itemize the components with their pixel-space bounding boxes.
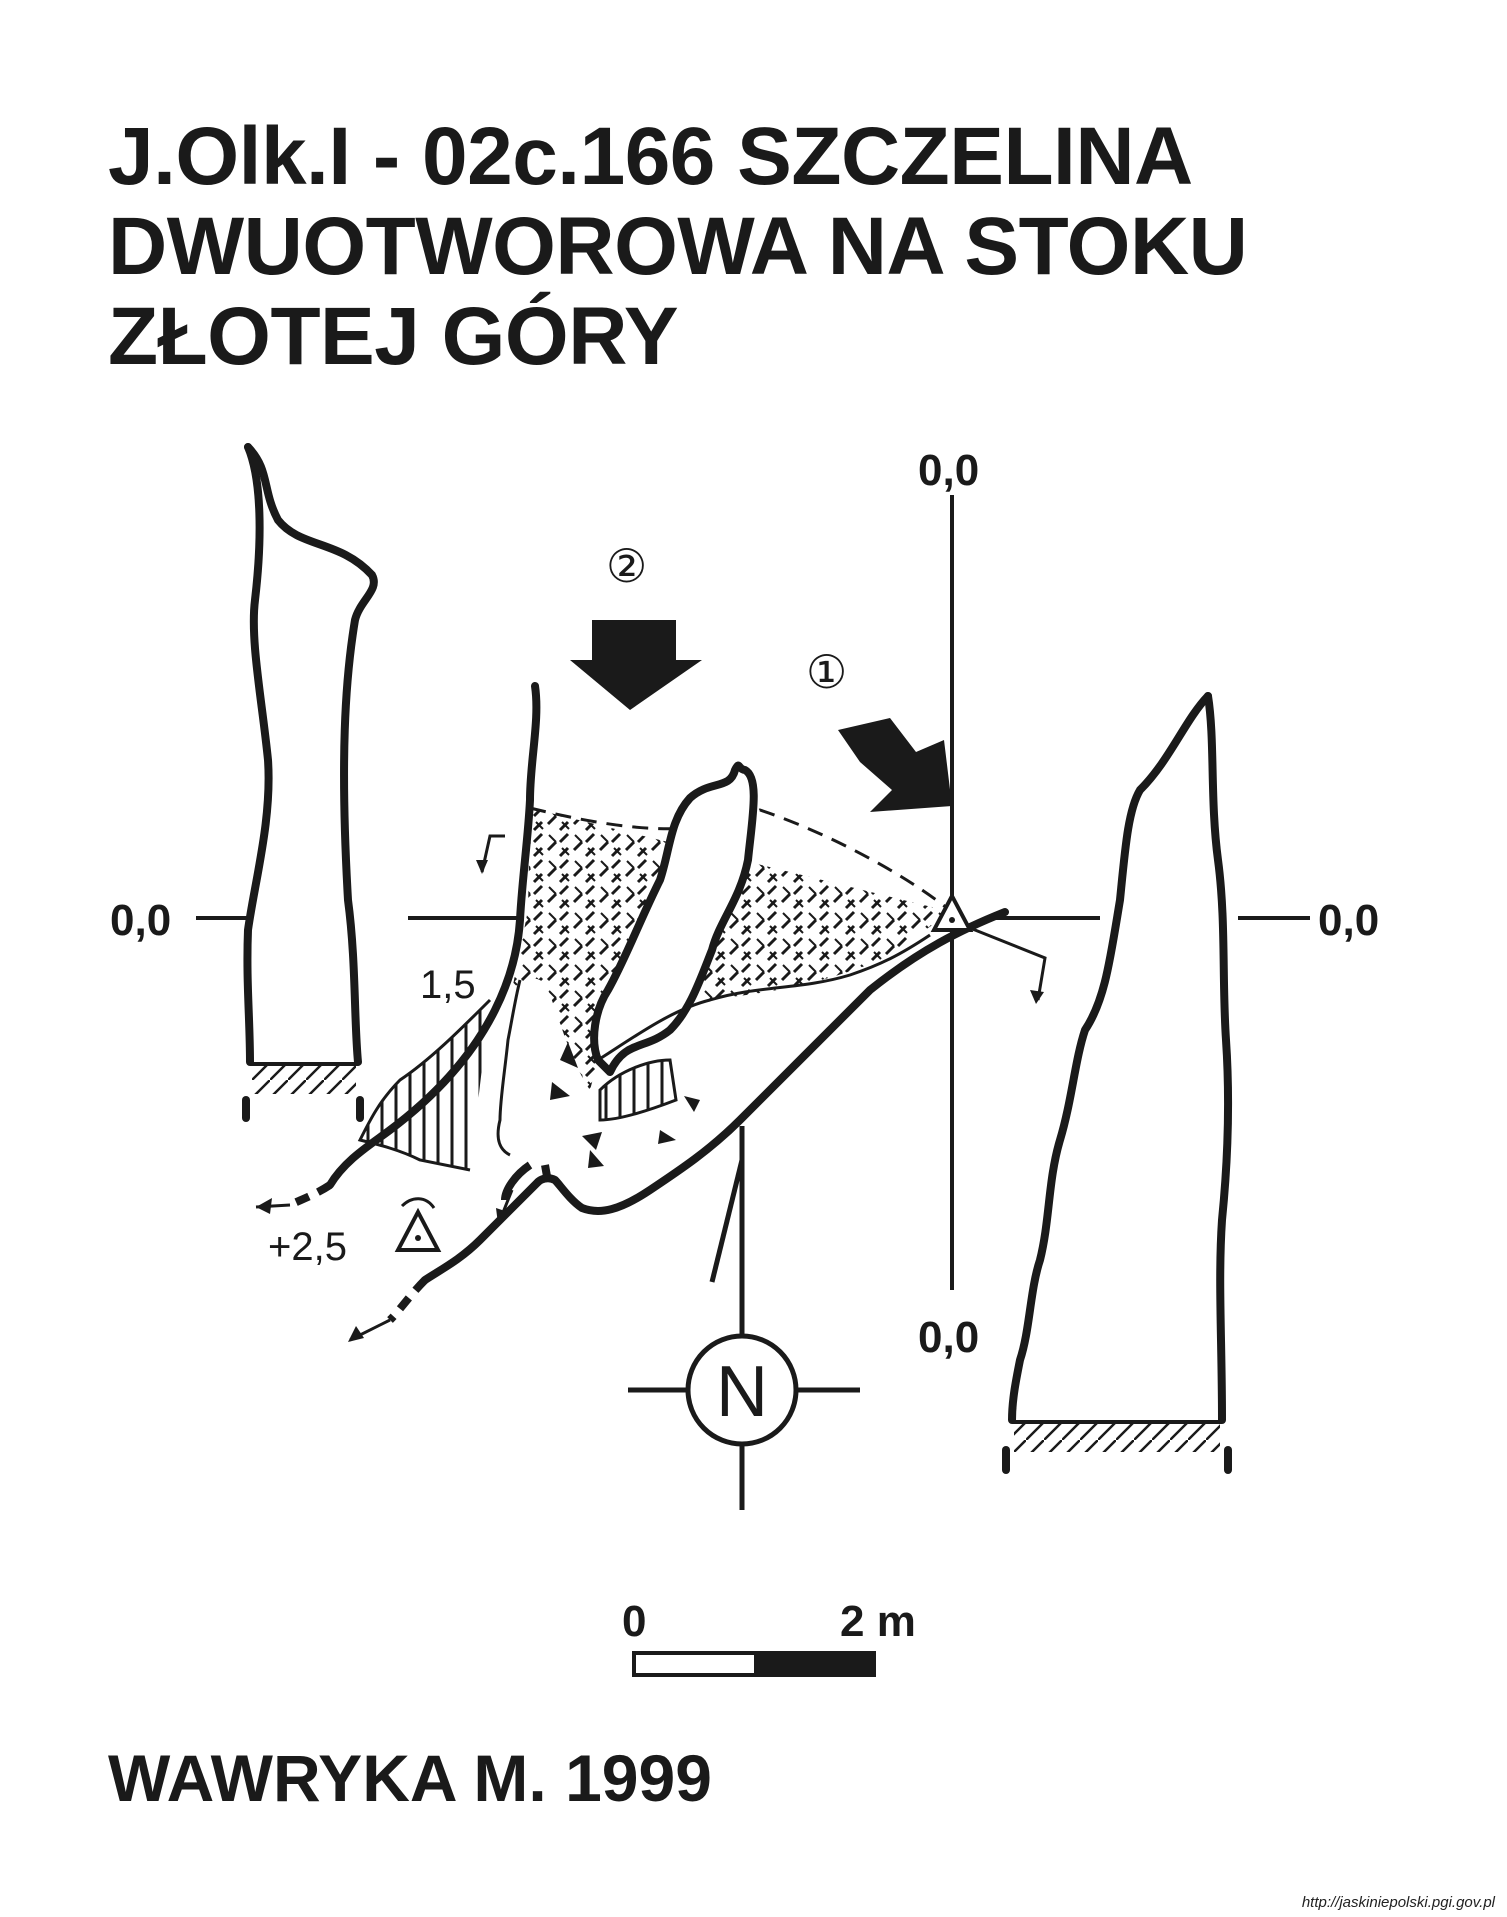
entrance-2-label: ② xyxy=(606,539,647,593)
scale-start-label: 0 xyxy=(622,1597,646,1646)
top-level-label: 0,0 xyxy=(918,446,979,495)
right-level-label: 0,0 xyxy=(1318,896,1379,945)
north-arrow xyxy=(628,1126,860,1510)
entrance-2-arrow xyxy=(570,620,702,710)
height-label-1: 1,5 xyxy=(420,963,476,1007)
bottom-level-label: 0,0 xyxy=(918,1313,979,1362)
height-label-2: +2,5 xyxy=(268,1225,347,1269)
survey-station-2 xyxy=(394,1197,442,1252)
scale-end-label: 2 m xyxy=(840,1597,916,1646)
title-line-2: DWUOTWOROWA NA STOKU xyxy=(108,201,1248,292)
left-level-label: 0,0 xyxy=(110,896,171,945)
right-cross-section xyxy=(990,692,1310,1474)
source-url[interactable]: http://jaskiniepolski.pgi.gov.pl xyxy=(1301,1894,1495,1911)
survey-station-1 xyxy=(930,891,974,932)
entrance-1-label: ① xyxy=(806,645,847,699)
left-cross-section xyxy=(196,443,520,1122)
fissure-plan xyxy=(255,682,1047,1342)
diagram-title: J.Olk.I - 02c.166 SZCZELINA DWUOTWOROWA … xyxy=(108,111,1248,382)
north-label: N xyxy=(716,1352,768,1432)
author-credit: WAWRYKA M. 1999 xyxy=(108,1741,712,1815)
title-line-1: J.Olk.I - 02c.166 SZCZELINA xyxy=(108,111,1193,202)
scale-bar xyxy=(632,1651,876,1677)
title-line-3: ZŁOTEJ GÓRY xyxy=(108,291,679,382)
entrance-1-arrow xyxy=(838,718,952,812)
